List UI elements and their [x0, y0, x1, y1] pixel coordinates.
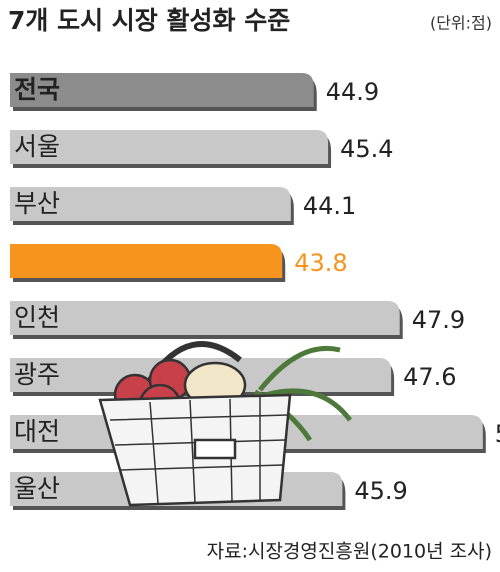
bar — [10, 187, 291, 221]
category-label: 부산 — [14, 189, 60, 218]
category-label: 대전 — [14, 417, 60, 446]
value-label: 50.8 — [495, 420, 500, 448]
bar — [10, 244, 283, 278]
category-label: 울산 — [14, 474, 60, 503]
source-note: 자료:시장경영진흥원(2010년 조사) — [207, 541, 492, 563]
bar — [10, 73, 314, 107]
value-label: 45.4 — [340, 135, 393, 163]
bar — [10, 301, 400, 335]
category-label: 인천 — [14, 303, 60, 332]
value-label: 45.9 — [354, 477, 407, 505]
unit-label: (단위:점) — [430, 14, 492, 33]
category-label: 광주 — [14, 360, 60, 389]
value-label: 47.6 — [403, 363, 456, 391]
value-label: 47.9 — [412, 306, 465, 334]
category-label: 대구 — [14, 246, 60, 275]
value-label: 43.8 — [294, 249, 347, 277]
basket-illustration — [98, 341, 352, 507]
bar — [10, 130, 329, 164]
value-label: 44.1 — [303, 192, 356, 220]
value-label: 44.9 — [326, 78, 379, 106]
category-label: 서울 — [14, 132, 60, 161]
chart-title: 7개 도시 시장 활성화 수준 — [8, 6, 290, 35]
category-label: 전국 — [14, 75, 60, 104]
